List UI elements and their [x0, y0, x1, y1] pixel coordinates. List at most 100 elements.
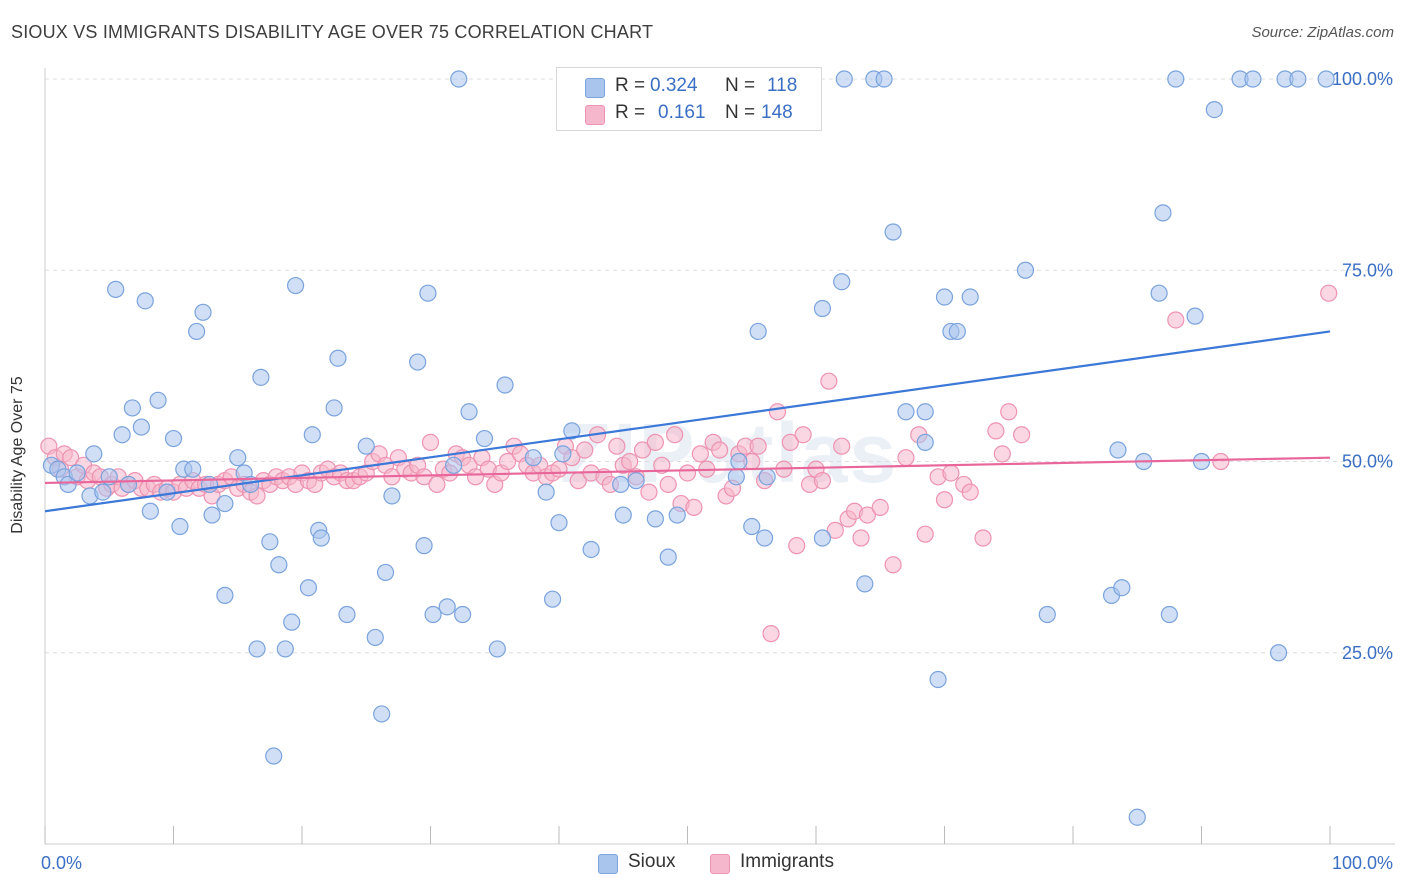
sioux-point	[1269, 644, 1288, 662]
sioux-point	[149, 391, 167, 409]
sioux-point	[1289, 70, 1307, 88]
sioux-point	[276, 640, 294, 658]
sioux-point	[627, 472, 645, 490]
immigrants-point	[608, 437, 626, 455]
sioux-point	[184, 460, 202, 478]
immigrants-point	[897, 449, 915, 467]
immigrants-point	[768, 403, 787, 421]
sioux-point	[299, 579, 318, 597]
sioux-point	[59, 475, 77, 494]
sioux-point	[833, 273, 851, 291]
legend-label: Sioux	[628, 851, 676, 872]
sioux-point	[1186, 307, 1204, 325]
sioux-point	[419, 284, 437, 302]
sioux-point	[415, 537, 433, 555]
n-value: 148	[761, 102, 793, 123]
immigrants-point	[576, 441, 594, 459]
sioux-point	[460, 403, 478, 421]
trend-lines	[44, 330, 1331, 513]
sioux-point	[312, 529, 330, 547]
sioux-point	[303, 426, 321, 444]
immigrants-point	[987, 422, 1005, 440]
axes	[44, 68, 1395, 845]
immigrants-swatch	[585, 105, 605, 125]
sioux-point	[1109, 441, 1127, 459]
immigrants-point	[659, 475, 677, 494]
immigrants-point	[428, 475, 446, 494]
sioux-point	[916, 433, 934, 451]
sioux-point	[171, 517, 189, 536]
sioux-point	[68, 464, 86, 482]
immigrants-point	[421, 433, 440, 451]
immigrants-point	[550, 460, 568, 478]
immigrants-point	[1167, 311, 1185, 329]
sioux-point	[286, 276, 305, 295]
sioux-point	[730, 452, 748, 471]
sioux-point	[252, 368, 270, 386]
sioux-point	[856, 575, 874, 593]
sioux-point	[537, 483, 555, 501]
sioux-trend-line	[44, 330, 1331, 513]
sioux-point	[1317, 70, 1335, 88]
immigrants-point	[466, 468, 485, 486]
y-tick-label: 100.0%	[1332, 69, 1393, 89]
sioux-point	[1038, 605, 1056, 624]
sioux-point	[929, 670, 947, 689]
immigrants-point	[788, 537, 806, 555]
immigrants-point	[942, 464, 960, 482]
n-label: N =	[725, 102, 756, 123]
sioux-point	[1205, 100, 1223, 119]
sioux-point	[813, 529, 832, 547]
sioux-point	[755, 529, 774, 547]
sioux-points	[42, 70, 1335, 826]
sioux-point	[1167, 70, 1185, 88]
r-value: 0.161	[658, 102, 706, 123]
sioux-point	[107, 280, 125, 298]
immigrants-point	[794, 426, 812, 444]
immigrants-point	[62, 449, 80, 467]
sioux-point	[582, 540, 600, 559]
sioux-point	[445, 456, 463, 474]
sioux-point	[194, 303, 212, 321]
immigrants-point	[691, 445, 709, 463]
sioux-point	[270, 556, 288, 574]
immigrants-point	[711, 441, 729, 459]
immigrants-point	[1212, 452, 1230, 471]
immigrants-point	[762, 625, 780, 643]
stats-box: R = 0.324 N = 118 R = 0.161 N = 148	[556, 67, 822, 131]
sioux-point	[935, 288, 954, 306]
sioux-point	[496, 376, 514, 394]
sioux-point	[188, 322, 206, 341]
sioux-point	[454, 605, 472, 624]
sioux-swatch	[598, 854, 618, 874]
immigrants-point	[993, 445, 1011, 463]
immigrants-point	[415, 468, 433, 486]
sioux-point	[1244, 70, 1262, 88]
immigrants-point	[653, 456, 671, 474]
immigrants-point	[499, 452, 517, 471]
immigrants-point	[685, 498, 703, 516]
sioux-point	[1113, 579, 1131, 597]
n-value: 118	[767, 75, 798, 96]
sioux-point	[450, 70, 468, 88]
grid-lines	[45, 78, 1395, 654]
sioux-point	[884, 223, 902, 241]
sioux-point	[229, 449, 247, 467]
immigrants-point	[974, 529, 992, 547]
sioux-point	[141, 502, 159, 520]
sioux-point	[438, 598, 456, 616]
sioux-point	[550, 514, 568, 532]
sioux-point	[948, 322, 966, 341]
immigrants-point	[852, 529, 870, 547]
immigrants-point	[1320, 284, 1338, 302]
stats-row-immigrants: R = 0.161 N = 148	[557, 102, 821, 128]
sioux-point	[1150, 284, 1168, 302]
immigrants-point	[820, 372, 838, 390]
immigrants-point	[833, 437, 851, 455]
legend-label: Immigrants	[740, 851, 834, 872]
sioux-point	[668, 506, 686, 524]
sioux-point	[94, 483, 112, 501]
immigrants-point	[961, 483, 979, 501]
sioux-point	[1192, 452, 1211, 471]
